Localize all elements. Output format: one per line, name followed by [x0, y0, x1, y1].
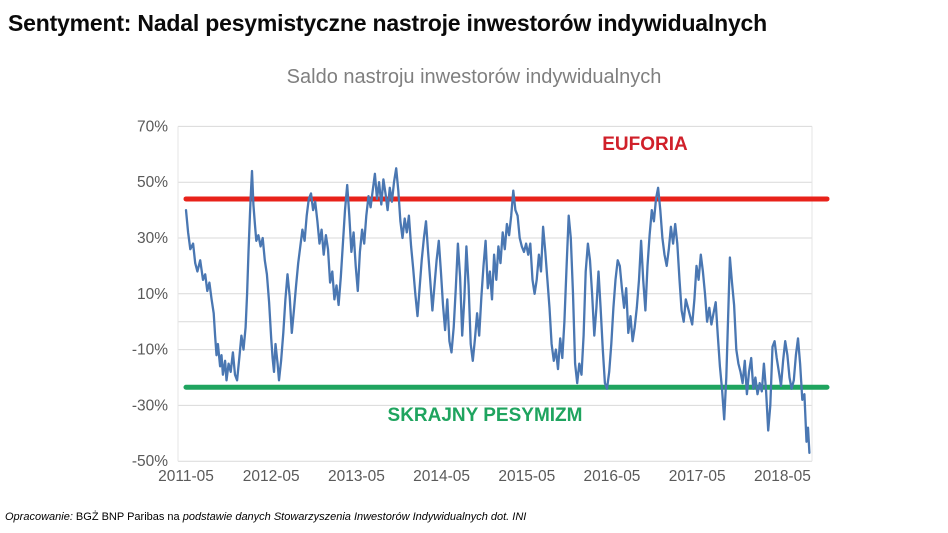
x-tick-label: 2012-05 [243, 468, 300, 485]
y-tick-label: -30% [132, 397, 168, 414]
page-title: Sentyment: Nadal pesymistyczne nastroje … [8, 10, 767, 36]
x-tick-label: 2013-05 [328, 468, 385, 485]
source-note-middle: BGŻ BNP Paribas na [72, 511, 183, 523]
x-tick-label: 2015-05 [498, 468, 555, 485]
source-note-prefix: Opracowanie: [5, 511, 73, 523]
y-tick-label: -50% [132, 453, 168, 470]
x-tick-label: 2017-05 [669, 468, 726, 485]
y-tick-label: -10% [132, 342, 168, 359]
euphoria-label: EUFORIA [602, 134, 688, 155]
y-tick-label: 50% [137, 174, 168, 191]
y-tick-label: 30% [137, 230, 168, 247]
y-tick-label: 70% [137, 118, 168, 135]
sentiment-series-line [184, 167, 811, 454]
x-tick-label: 2014-05 [413, 468, 470, 485]
x-tick-label: 2016-05 [584, 468, 641, 485]
source-note: Opracowanie: BGŻ BNP Paribas na podstawi… [5, 511, 945, 523]
y-tick-label: 10% [137, 286, 168, 303]
extreme-pessimism-label: SKRAJNY PESYMIZM [387, 405, 583, 426]
x-tick-label: 2011-05 [158, 468, 214, 485]
x-tick-label: 2018-05 [754, 468, 811, 485]
source-note-suffix: podstawie danych Stowarzyszenia Inwestor… [182, 511, 527, 523]
chart-title: Saldo nastroju inwestorów indywidualnych [286, 66, 662, 88]
